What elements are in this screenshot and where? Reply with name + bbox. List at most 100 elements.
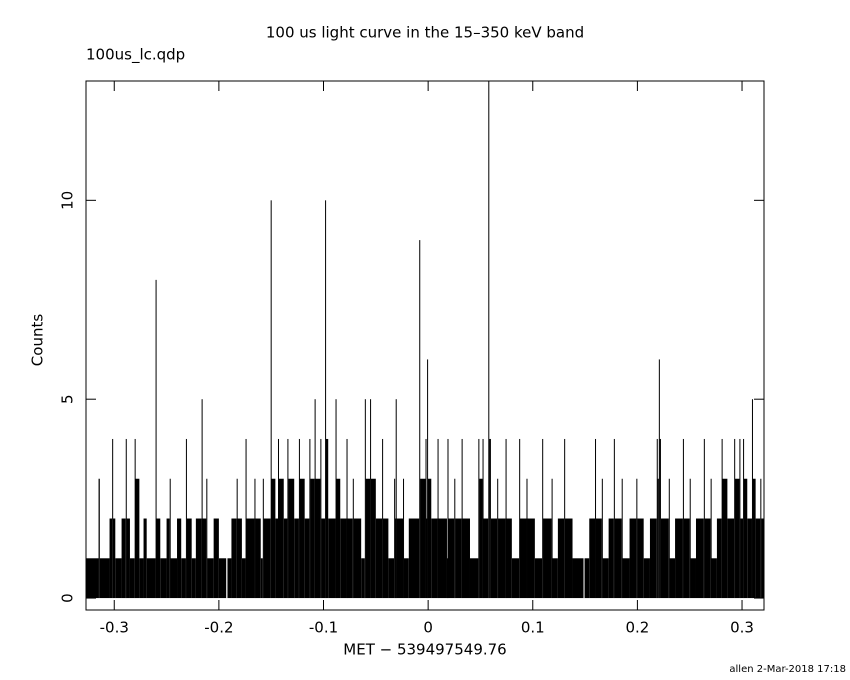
step-bin (169, 478, 171, 599)
step-bin (695, 518, 704, 599)
y-tick-label: 5 (59, 394, 77, 404)
step-bin (134, 438, 136, 599)
step-bin (160, 558, 167, 599)
step-bin (469, 558, 479, 599)
step-bin (146, 558, 156, 599)
step-bin (520, 518, 527, 599)
step-bin (489, 438, 491, 599)
step-bin (689, 478, 691, 599)
step-bin (236, 478, 238, 599)
step-bin (595, 518, 602, 599)
step-bin (346, 438, 348, 599)
step-bin (447, 438, 449, 599)
step-bin (761, 518, 764, 599)
step-bin (613, 438, 615, 599)
step-bin (270, 200, 272, 599)
step-bin (310, 478, 315, 599)
step-bin (722, 478, 728, 599)
y-axis-label: Counts (29, 314, 47, 367)
step-bin (675, 518, 683, 599)
x-tick-label: -0.3 (100, 619, 129, 637)
step-bin (659, 438, 661, 599)
step-bin (246, 518, 255, 599)
footer: allen 2-Mar-2018 17:18 (729, 664, 846, 675)
step-bin (497, 478, 499, 599)
step-bin (202, 518, 207, 599)
step-bin (551, 478, 553, 599)
step-bin (262, 478, 264, 599)
step-bin (420, 478, 426, 599)
step-bin (743, 438, 745, 599)
step-bin (552, 558, 558, 599)
step-bin (727, 518, 735, 599)
step-bin (427, 359, 429, 599)
step-bin (260, 558, 263, 599)
step-bin (370, 399, 372, 599)
step-bin (213, 518, 219, 599)
chart-title: 100 us light curve in the 15–350 keV ban… (266, 24, 584, 42)
step-bin (747, 518, 752, 599)
step-bin (298, 438, 300, 599)
step-bin (328, 518, 336, 599)
step-bin (454, 478, 456, 599)
step-bin (394, 478, 396, 599)
step-bin (382, 518, 389, 599)
y-tick-label: 0 (59, 593, 77, 603)
step-bin (621, 478, 623, 599)
step-bin (129, 558, 135, 599)
step-bin (336, 478, 341, 599)
x-axis-label: MET − 539497549.76 (343, 641, 506, 659)
step-bin (683, 518, 690, 599)
step-bin (690, 558, 696, 599)
step-bin (658, 359, 660, 599)
step-bin (461, 438, 463, 599)
step-bin (396, 518, 404, 599)
step-bin (431, 518, 438, 599)
step-bin (195, 518, 202, 599)
step-bin (710, 478, 712, 599)
step-bin (743, 478, 748, 599)
step-bin (511, 558, 520, 599)
step-bin (716, 518, 722, 599)
step-bin (657, 478, 659, 599)
step-bin (403, 558, 409, 599)
step-bin (181, 558, 186, 599)
step-bin (636, 478, 638, 599)
step-bin (455, 518, 462, 599)
step-bin (143, 518, 147, 599)
step-bin (283, 518, 288, 599)
step-bin (426, 518, 428, 599)
step-bin (353, 518, 362, 599)
step-bin (382, 438, 384, 599)
step-bin (166, 518, 170, 599)
step-bin (448, 518, 455, 599)
step-bin (370, 478, 376, 599)
step-bin (437, 438, 439, 599)
step-bin (315, 478, 321, 599)
x-tick-label: -0.1 (309, 619, 338, 637)
step-bin (375, 518, 383, 599)
step-bin (649, 518, 657, 599)
step-bin (527, 518, 535, 599)
step-bin (478, 438, 480, 599)
step-bin (294, 518, 299, 599)
step-bin (752, 478, 756, 599)
step-bin (287, 438, 289, 599)
plot-frame (85, 80, 765, 611)
step-bin (395, 399, 397, 599)
step-bin (572, 558, 584, 599)
step-bin (365, 478, 371, 599)
step-bin (519, 438, 521, 599)
step-bin (479, 478, 483, 599)
step-bin (155, 279, 157, 599)
step-bin (490, 518, 498, 599)
step-bin (245, 438, 247, 599)
step-bin (347, 518, 353, 599)
x-tick-label: 0.1 (521, 619, 545, 637)
step-bin (721, 438, 723, 599)
step-bin (325, 200, 327, 599)
step-bin (218, 558, 227, 599)
step-bin (601, 478, 603, 599)
step-bin (388, 558, 395, 599)
step-bin (86, 558, 99, 599)
